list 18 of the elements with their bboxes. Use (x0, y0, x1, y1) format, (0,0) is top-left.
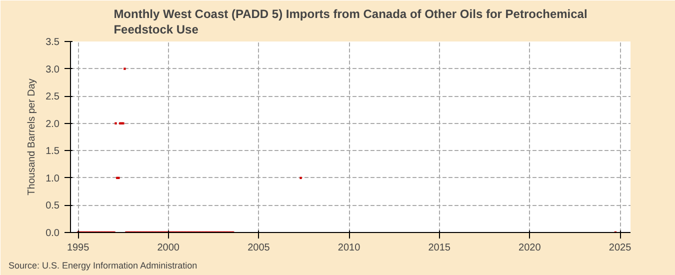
y-axis-title: Thousand Barrels per Day (26, 78, 38, 196)
y-tick-label: 2.0 (46, 118, 60, 130)
chart-title: Monthly West Coast (PADD 5) Imports from Canada of Other Oils for Petrochemical Feedstock Use (114, 7, 588, 36)
y-tick-label: 0.5 (46, 200, 60, 212)
source-note: Source: U.S. Energy Information Administration (8, 260, 198, 270)
y-tick-label: 1.5 (46, 146, 60, 158)
x-tick-label: 2005 (248, 242, 270, 254)
y-tick-label: 1.0 (46, 173, 60, 184)
y-tick-label: 0.0 (46, 228, 60, 239)
x-tick-label: 2025 (608, 242, 632, 254)
y-tick-label: 2.5 (46, 92, 60, 103)
x-tick-label: 2010 (338, 242, 361, 254)
y-tick-label: 3.0 (46, 64, 60, 76)
x-tick-label: 2000 (157, 242, 180, 254)
x-tick-label: 1995 (66, 242, 90, 254)
x-tick-label: 2020 (518, 242, 542, 254)
y-tick-label: 3.5 (46, 37, 60, 48)
x-tick-label: 2015 (428, 242, 451, 254)
